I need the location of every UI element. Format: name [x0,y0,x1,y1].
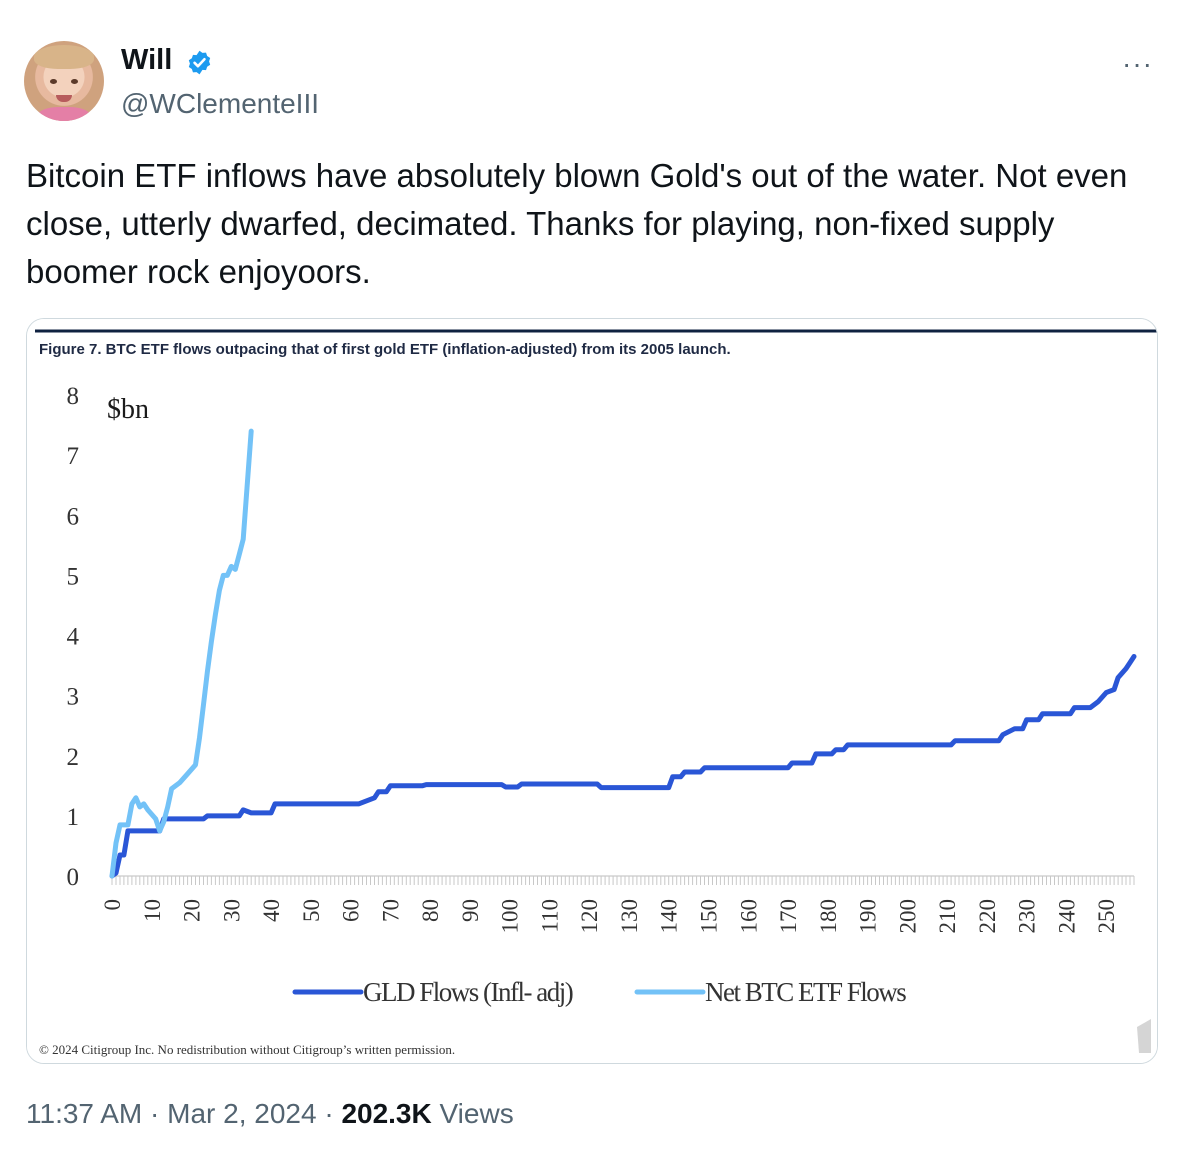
chart-background [27,319,1157,1063]
x-tick-label: 250 [1094,899,1119,934]
x-axis-ticks [111,876,1135,885]
x-tick-label: 120 [577,899,602,934]
y-tick-label: 2 [67,744,80,771]
y-tick-label: 1 [67,804,80,831]
expand-corner-icon [1137,1019,1151,1053]
y-tick-label: 4 [67,624,80,651]
y-axis: 0 1 2 3 4 5 6 7 8 [67,383,80,891]
x-tick-label: 230 [1015,899,1040,934]
chart-unit-label: $bn [107,394,149,425]
x-tick-label: 220 [975,899,1000,934]
x-tick-label: 100 [498,899,523,934]
tweet-text: Bitcoin ETF inflows have absolutely blow… [26,157,1128,290]
x-tick-label: 10 [140,899,165,922]
y-tick-label: 8 [67,383,80,410]
x-tick-label: 180 [816,899,841,934]
x-tick-label: 80 [418,899,443,922]
meta-separator: · [324,1098,334,1129]
x-axis: 0 10 20 30 40 50 60 70 80 90 100 110 120 130 140 150 160… [100,875,1135,934]
x-tick-label: 150 [696,899,721,934]
flows-chart: Figure 7. BTC ETF flows outpacing that o… [27,319,1157,1063]
x-tick-label: 170 [776,899,801,934]
series-line [109,654,1137,879]
legend-label: GLD Flows (Infl- adj) [363,977,573,1007]
more-options-icon[interactable]: ··· [1122,48,1153,79]
y-tick-label: 5 [67,563,80,590]
avatar-eye [50,79,57,84]
views-label: Views [439,1098,514,1129]
series-line [109,428,254,879]
x-tick-label: 140 [657,899,682,934]
tweet-metadata: 11:37 AM · Mar 2, 2024 · 202.3K Views [26,1098,514,1130]
x-tick-label: 160 [736,899,761,934]
legend-label: Net BTC ETF Flows [705,977,906,1007]
avatar-hair [34,45,94,69]
y-tick-label: 7 [67,443,80,470]
tweet-media-image[interactable]: Figure 7. BTC ETF flows outpacing that o… [26,318,1158,1064]
x-tick-label: 60 [339,899,364,922]
author-name[interactable]: Will [121,44,173,76]
series-lines [109,428,1137,879]
x-tick-label: 90 [458,899,483,922]
x-tick-label: 130 [617,899,642,934]
chart-title: Figure 7. BTC ETF flows outpacing that o… [39,341,731,358]
x-tick-label: 210 [935,899,960,934]
x-tick-label: 200 [895,899,920,934]
author-handle[interactable]: @WClementeIII [121,88,320,119]
avatar-shirt [38,107,90,121]
x-tick-label: 40 [259,899,284,922]
x-tick-label: 50 [299,899,324,922]
x-tick-label: 20 [180,899,205,922]
avatar-eye [71,79,78,84]
chart-source-note: © 2024 Citigroup Inc. No redistribution … [39,1042,455,1057]
verified-badge-icon [188,50,211,75]
meta-separator: · [150,1098,160,1129]
y-tick-label: 6 [67,503,80,530]
y-tick-label: 3 [67,684,80,711]
y-tick-label: 0 [67,864,80,891]
chart-legend: GLD Flows (Infl- adj) Net BTC ETF Flows [292,977,908,1007]
tweet-time[interactable]: 11:37 AM [26,1098,143,1129]
x-tick-label: 240 [1054,899,1079,934]
x-tick-label: 190 [856,899,881,934]
tweet-date[interactable]: Mar 2, 2024 [167,1098,317,1129]
views-count: 202.3K [341,1098,432,1129]
avatar-mouth [56,95,72,102]
x-tick-label: 110 [537,899,562,933]
x-tick-label: 30 [219,899,244,922]
avatar[interactable] [24,41,104,121]
x-tick-label: 70 [378,899,403,922]
x-tick-label: 0 [100,899,125,911]
